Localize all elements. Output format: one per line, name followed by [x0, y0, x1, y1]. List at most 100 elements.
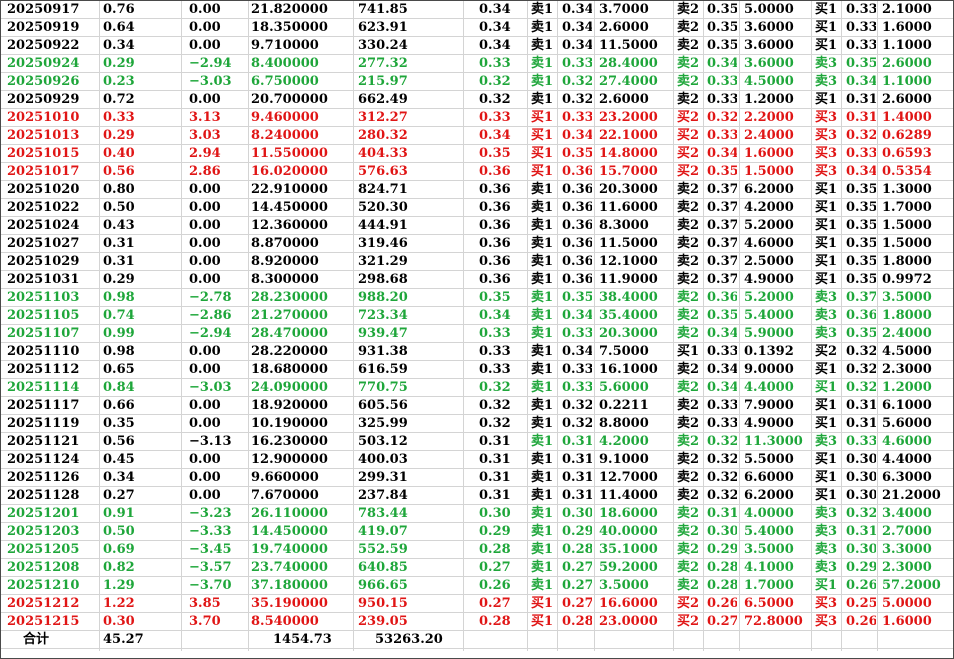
- table-row[interactable]: 20251119 0.35 0.00 10.190000 325.99 0.32 卖1 0.3…: [1, 415, 953, 433]
- total-label: 合计: [23, 632, 50, 647]
- cell-side3-price: 0.33: [846, 20, 876, 35]
- table-row[interactable]: 20250926 0.23 −3.03 6.750000 215.97 0.32 卖1 0.3…: [1, 73, 953, 91]
- table-row[interactable]: 20251201 0.91 −3.23 26.110000 783.44 0.30 卖1 0.…: [1, 505, 953, 523]
- table-row[interactable]: 20251017 0.56 2.86 16.020000 576.63 0.36 买1 0.3…: [1, 163, 953, 181]
- table-row[interactable]: 20251212 1.22 3.85 35.190000 950.15 0.27 买1 0.2…: [1, 595, 953, 613]
- table-row[interactable]: 20251117 0.66 0.00 18.920000 605.56 0.32 卖1 0.3…: [1, 397, 953, 415]
- cell-turnover-rate: 0.27: [103, 488, 135, 503]
- cell-turnover-rate: 0.72: [103, 92, 135, 107]
- cell-side3-price: 0.32: [846, 344, 876, 359]
- cell-side1-qty: 20.3000: [599, 182, 658, 197]
- table-row[interactable]: 20251031 0.29 0.00 8.300000 298.68 0.36 卖1 0.36…: [1, 271, 953, 289]
- cell-side1-qty: 18.6000: [599, 506, 658, 521]
- cell-side1-price: 0.34: [562, 38, 592, 53]
- cell-side2-label: 买1: [677, 344, 700, 359]
- cell-price: 0.34: [479, 38, 511, 53]
- table-row[interactable]: 20251210 1.29 −3.70 37.180000 966.65 0.26 卖1 0.…: [1, 577, 953, 595]
- cell-turnover-rate: 0.98: [103, 344, 135, 359]
- cell-price: 0.34: [479, 128, 511, 143]
- cell-side3-label: 买3: [815, 164, 838, 179]
- cell-side1-label: 买1: [531, 110, 554, 125]
- cell-side1-label: 卖1: [531, 542, 554, 557]
- table-row[interactable]: 20250922 0.34 0.00 9.710000 330.24 0.34 卖1 0.34…: [1, 37, 953, 55]
- cell-side2-price: 0.35: [707, 164, 737, 179]
- cell-side2-price: 0.26: [707, 596, 737, 611]
- cell-date: 20251110: [7, 344, 80, 359]
- cell-amount: 723.34: [358, 308, 408, 323]
- table-row[interactable]: 20251215 0.30 3.70 8.540000 239.05 0.28 买1 0.28…: [1, 613, 953, 631]
- cell-side1-qty: 5.6000: [599, 380, 649, 395]
- table-row[interactable]: 20251114 0.84 −3.03 24.090000 770.75 0.32 卖1 0.…: [1, 379, 953, 397]
- cell-amount: 640.85: [358, 560, 408, 575]
- table-row[interactable]: 20250929 0.72 0.00 20.700000 662.49 0.32 卖1 0.3…: [1, 91, 953, 109]
- table-row[interactable]: 20251203 0.50 −3.33 14.450000 419.07 0.29 卖1 0.…: [1, 523, 953, 541]
- cell-side3-label: 卖3: [815, 74, 838, 89]
- table-row[interactable]: 20251010 0.33 3.13 9.460000 312.27 0.33 买1 0.33…: [1, 109, 953, 127]
- cell-change-pct: −3.70: [189, 578, 232, 593]
- cell-side1-price: 0.31: [562, 488, 592, 503]
- grid-line: [811, 1, 812, 651]
- cell-side2-price: 0.34: [707, 362, 737, 377]
- cell-side2-label: 卖2: [677, 236, 700, 251]
- cell-date: 20251013: [7, 128, 80, 143]
- cell-side3-price: 0.35: [846, 326, 876, 341]
- cell-side2-label: 买2: [677, 128, 700, 143]
- table-row[interactable]: 20251015 0.40 2.94 11.550000 404.33 0.35 买1 0.3…: [1, 145, 953, 163]
- table-row[interactable]: 20251121 0.56 −3.13 16.230000 503.12 0.31 卖1 0.…: [1, 433, 953, 451]
- table-row[interactable]: 20251020 0.80 0.00 22.910000 824.71 0.36 卖1 0.3…: [1, 181, 953, 199]
- table-row[interactable]: 20251128 0.27 0.00 7.670000 237.84 0.31 卖1 0.31…: [1, 487, 953, 505]
- cell-side2-qty: 4.5000: [744, 74, 794, 89]
- cell-change-pct: 0.00: [189, 38, 221, 53]
- table-row[interactable]: 20251024 0.43 0.00 12.360000 444.91 0.36 卖1 0.3…: [1, 217, 953, 235]
- cell-turnover-rate: 0.50: [103, 200, 135, 215]
- cell-side1-label: 卖1: [531, 560, 554, 575]
- cell-change-pct: −2.94: [189, 56, 232, 71]
- cell-side2-label: 卖2: [677, 56, 700, 71]
- table-row[interactable]: 20251103 0.98 −2.78 28.230000 988.20 0.35 卖1 0.…: [1, 289, 953, 307]
- cell-side2-price: 0.35: [707, 38, 737, 53]
- table-row[interactable]: 20251013 0.29 3.03 8.240000 280.32 0.34 买1 0.34…: [1, 127, 953, 145]
- table-row[interactable]: 20250917 0.76 0.00 21.820000 741.85 0.34 卖1 0.3…: [1, 1, 953, 19]
- table-row[interactable]: 20250919 0.64 0.00 18.350000 623.91 0.34 卖1 0.3…: [1, 19, 953, 37]
- cell-side3-qty: 0.6593: [882, 146, 932, 161]
- cell-side3-price: 0.37: [846, 290, 876, 305]
- cell-side2-price: 0.27: [707, 614, 737, 629]
- table-row[interactable]: 20251205 0.69 −3.45 19.740000 552.59 0.28 卖1 0.…: [1, 541, 953, 559]
- cell-side1-qty: 35.1000: [599, 542, 658, 557]
- table-row[interactable]: 20251208 0.82 −3.57 23.740000 640.85 0.27 卖1 0.…: [1, 559, 953, 577]
- cell-turnover-rate: 0.40: [103, 146, 135, 161]
- table-row[interactable]: 20251107 0.99 −2.94 28.470000 939.47 0.33 卖1 0.…: [1, 325, 953, 343]
- cell-amount: 741.85: [358, 2, 408, 17]
- cell-side1-label: 卖1: [531, 470, 554, 485]
- table-row[interactable]: 20251112 0.65 0.00 18.680000 616.59 0.33 卖1 0.3…: [1, 361, 953, 379]
- cell-price: 0.32: [479, 416, 511, 431]
- cell-side1-qty: 8.3000: [599, 218, 649, 233]
- cell-side2-price: 0.33: [707, 416, 737, 431]
- cell-side1-price: 0.34: [562, 20, 592, 35]
- table-row[interactable]: 20251029 0.31 0.00 8.920000 321.29 0.36 卖1 0.36…: [1, 253, 953, 271]
- cell-side3-qty: 6.3000: [882, 470, 932, 485]
- cell-amount: 552.59: [358, 542, 408, 557]
- cell-side2-price: 0.31: [707, 506, 737, 521]
- table-row[interactable]: 20251124 0.45 0.00 12.900000 400.03 0.31 卖1 0.3…: [1, 451, 953, 469]
- table-row[interactable]: 20250924 0.29 −2.94 8.400000 277.32 0.33 卖1 0.3…: [1, 55, 953, 73]
- table-row[interactable]: 20251022 0.50 0.00 14.450000 520.30 0.36 卖1 0.3…: [1, 199, 953, 217]
- table-row[interactable]: 20251126 0.34 0.00 9.660000 299.31 0.31 卖1 0.31…: [1, 469, 953, 487]
- cell-side2-qty: 4.9000: [744, 416, 794, 431]
- cell-date: 20251205: [7, 542, 80, 557]
- table-row[interactable]: 20251105 0.74 −2.86 21.270000 723.34 0.34 卖1 0.…: [1, 307, 953, 325]
- cell-side2-qty: 5.9000: [744, 326, 794, 341]
- cell-turnover-rate: 0.30: [103, 614, 135, 629]
- cell-change-pct: 3.13: [189, 110, 221, 125]
- cell-side3-price: 0.30: [846, 452, 876, 467]
- cell-side3-price: 0.29: [846, 560, 876, 575]
- cell-change-pct: 0.00: [189, 272, 221, 287]
- table-row[interactable]: 20251027 0.31 0.00 8.870000 319.46 0.36 卖1 0.36…: [1, 235, 953, 253]
- cell-side3-price: 0.33: [846, 434, 876, 449]
- table-row[interactable]: 20251110 0.98 0.00 28.220000 931.38 0.33 卖1 0.3…: [1, 343, 953, 361]
- cell-price: 0.28: [479, 542, 511, 557]
- cell-side1-price: 0.31: [562, 470, 592, 485]
- cell-date: 20251107: [7, 326, 80, 341]
- cell-volume: 21.270000: [251, 308, 328, 323]
- total-amount: 53263.20: [375, 632, 443, 647]
